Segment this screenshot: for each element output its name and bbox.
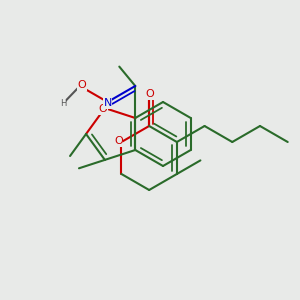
Text: N: N <box>103 98 112 108</box>
Text: O: O <box>146 89 154 99</box>
Text: H: H <box>60 99 66 108</box>
Text: O: O <box>98 104 107 114</box>
Text: O: O <box>77 80 86 90</box>
Text: O: O <box>114 136 123 146</box>
